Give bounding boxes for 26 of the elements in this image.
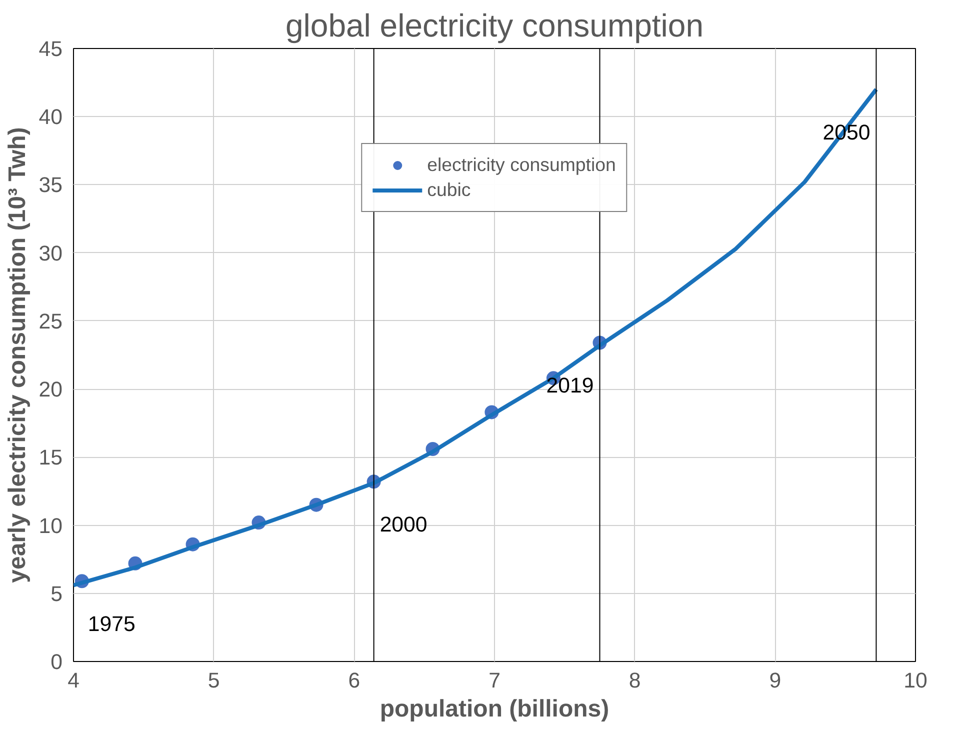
x-tick-label: 10 (904, 668, 928, 692)
y-tick-label: 30 (38, 241, 63, 266)
y-tick-label: 20 (38, 378, 63, 402)
x-tick-label: 6 (348, 668, 360, 692)
annotation: 2019 (546, 374, 594, 398)
x-tick-label: 5 (208, 668, 220, 692)
y-tick-label: 10 (38, 514, 63, 538)
y-axis-title: yearly electricity consumption (10³ Twh) (4, 127, 31, 583)
x-axis-title: population (billions) (380, 696, 610, 722)
x-tick-label: 7 (488, 668, 500, 692)
annotation: 1975 (88, 612, 136, 636)
y-tick-label: 40 (38, 105, 63, 130)
y-tick-label: 0 (50, 650, 63, 674)
x-tick-label: 4 (68, 668, 80, 692)
annotation: 2000 (380, 512, 428, 537)
x-tick-label: 8 (628, 668, 641, 692)
legend-label: electricity consumption (427, 154, 616, 176)
y-tick-label: 35 (38, 173, 63, 198)
y-tick-label: 15 (38, 446, 63, 470)
y-tick-label: 25 (38, 309, 63, 334)
line-series (74, 87, 878, 588)
x-tick-label: 9 (769, 668, 782, 692)
y-tick-label: 5 (50, 582, 63, 606)
y-tick-label: 45 (38, 37, 63, 61)
chart-title: global electricity consumption (286, 8, 704, 44)
legend-label: cubic (427, 179, 471, 201)
